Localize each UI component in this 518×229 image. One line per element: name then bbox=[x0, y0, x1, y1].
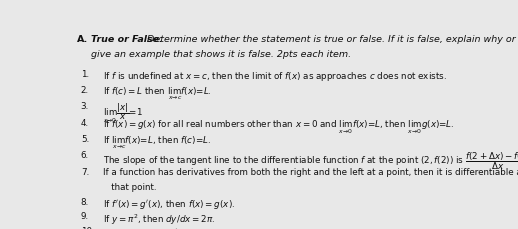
Text: If a function has derivatives from both the right and the left at a point, then : If a function has derivatives from both … bbox=[103, 168, 518, 177]
Text: If $\lim_{x \to c} f(x) = L$, then $f(c) = L$.: If $\lim_{x \to c} f(x) = L$, then $f(c)… bbox=[103, 135, 211, 151]
Text: 6.: 6. bbox=[81, 150, 89, 160]
Text: If $f(c) = L$ then $\lim_{x \to c} f(x) = L$.: If $f(c) = L$ then $\lim_{x \to c} f(x) … bbox=[103, 86, 211, 102]
Text: If $f$ is undefined at $x = c$, then the limit of $f(x)$ as approaches $c$ does : If $f$ is undefined at $x = c$, then the… bbox=[103, 70, 447, 83]
Text: 2.: 2. bbox=[81, 86, 89, 95]
Text: A.: A. bbox=[77, 35, 88, 44]
Text: 5.: 5. bbox=[81, 135, 89, 144]
Text: 9.: 9. bbox=[81, 212, 89, 221]
Text: 10.: 10. bbox=[81, 227, 95, 229]
Text: If $f'(x) = g'(x)$, then $f(x) = g(x)$.: If $f'(x) = g'(x)$, then $f(x) = g(x)$. bbox=[103, 198, 235, 211]
Text: 4.: 4. bbox=[81, 119, 89, 128]
Text: Determine whether the statement is true or false. If it is false, explain why or: Determine whether the statement is true … bbox=[144, 35, 516, 44]
Text: that point.: that point. bbox=[103, 183, 156, 192]
Text: 1.: 1. bbox=[81, 70, 89, 79]
Text: If $y = \pi^2$, then $dy/dx = 2\pi$.: If $y = \pi^2$, then $dy/dx = 2\pi$. bbox=[103, 212, 215, 227]
Text: True or False:: True or False: bbox=[91, 35, 163, 44]
Text: If $f(x) = g(x)$ for all real numbers other than $x = 0$ and $\lim_{x \to 0} f(x: If $f(x) = g(x)$ for all real numbers ot… bbox=[103, 119, 454, 136]
Text: The slope of the tangent line to the differentiable function $f$ at the point $(: The slope of the tangent line to the dif… bbox=[103, 150, 518, 172]
Text: give an example that shows it is false. 2pts each item.: give an example that shows it is false. … bbox=[91, 50, 351, 59]
Text: 8.: 8. bbox=[81, 198, 89, 207]
Text: $\lim_{x \to 0} \dfrac{|x|}{x} = 1$: $\lim_{x \to 0} \dfrac{|x|}{x} = 1$ bbox=[103, 101, 142, 125]
Text: 7.: 7. bbox=[81, 168, 89, 177]
Text: If $f(x) = 0$, then $f'(x)$ is undefined.: If $f(x) = 0$, then $f'(x)$ is undefined… bbox=[103, 227, 249, 229]
Text: 3.: 3. bbox=[81, 101, 89, 111]
